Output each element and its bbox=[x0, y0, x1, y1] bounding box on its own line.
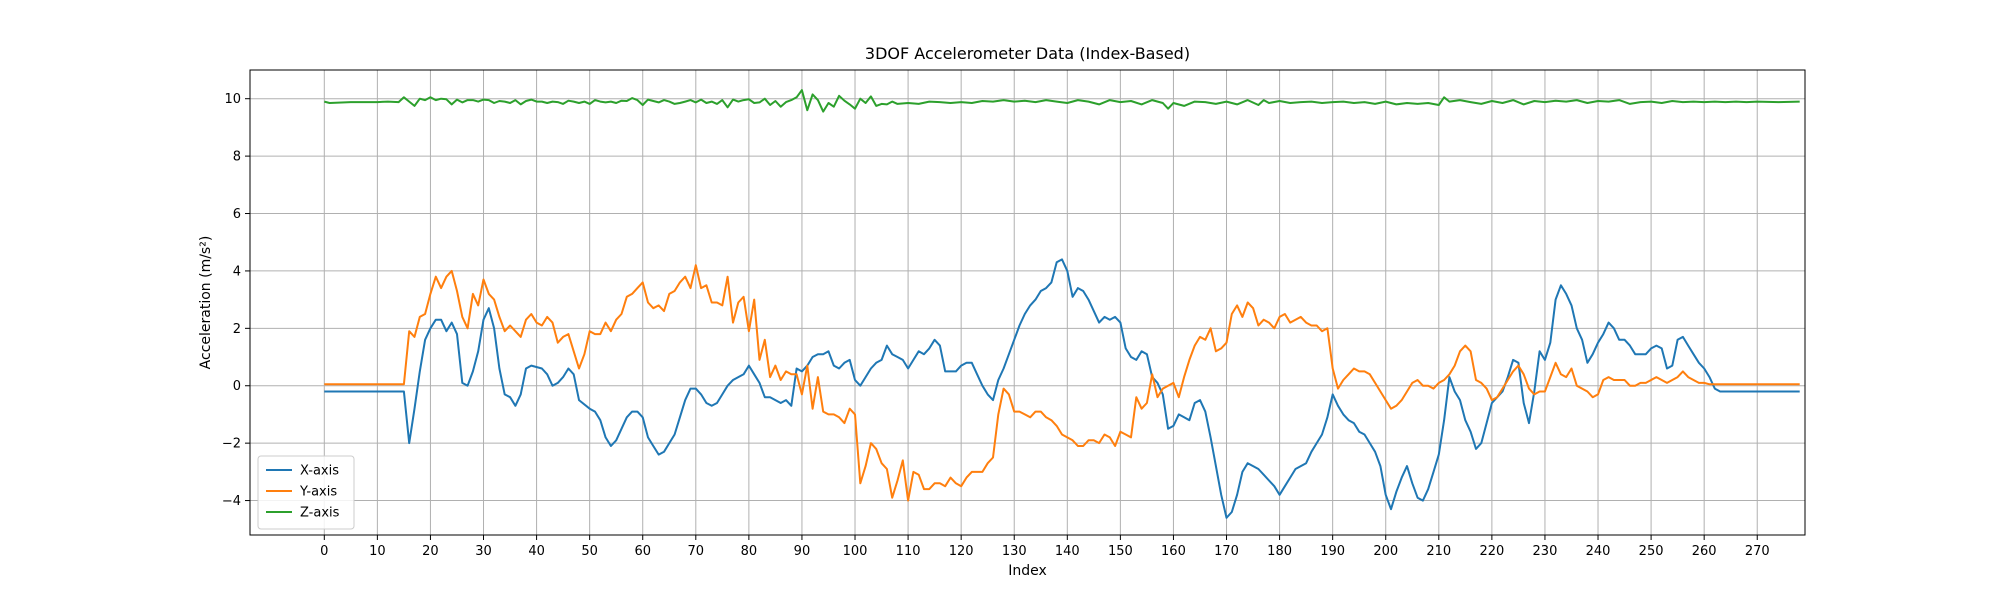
x-tick-label: 0 bbox=[320, 544, 328, 559]
y-tick-label: 4 bbox=[233, 264, 241, 279]
series-line-y-axis bbox=[324, 264, 1800, 502]
y-tick-label: −2 bbox=[222, 437, 241, 452]
x-tick-label: 170 bbox=[1214, 544, 1239, 559]
y-axis-label: Acceleration (m/s²) bbox=[198, 236, 214, 370]
x-tick-label: 260 bbox=[1692, 544, 1717, 559]
legend-label: X-axis bbox=[300, 464, 339, 479]
x-tick-label: 180 bbox=[1267, 544, 1292, 559]
x-tick-label: 60 bbox=[634, 544, 651, 559]
y-tick-label: −4 bbox=[222, 494, 241, 509]
x-tick-label: 240 bbox=[1586, 544, 1611, 559]
y-tick-label: 10 bbox=[224, 92, 241, 107]
x-tick-label: 120 bbox=[949, 544, 974, 559]
x-tick-label: 250 bbox=[1639, 544, 1664, 559]
x-tick-label: 210 bbox=[1426, 544, 1451, 559]
x-axis-ticks: 0 10 20 30 40 50 60 70 80 90 100 110 120 130 140 150 160… bbox=[320, 535, 1770, 559]
x-tick-label: 270 bbox=[1745, 544, 1770, 559]
x-tick-label: 190 bbox=[1320, 544, 1345, 559]
x-tick-label: 110 bbox=[896, 544, 921, 559]
chart-title: 3DOF Accelerometer Data (Index-Based) bbox=[865, 44, 1190, 63]
series-line-x-axis bbox=[324, 258, 1800, 519]
x-tick-label: 230 bbox=[1533, 544, 1558, 559]
x-tick-label: 100 bbox=[843, 544, 868, 559]
legend: X-axis Y-axis Z-axis bbox=[257, 455, 355, 530]
x-tick-label: 130 bbox=[1002, 544, 1027, 559]
x-tick-label: 40 bbox=[528, 544, 545, 559]
x-tick-label: 150 bbox=[1108, 544, 1133, 559]
x-tick-label: 10 bbox=[369, 544, 386, 559]
y-tick-label: 8 bbox=[233, 150, 241, 165]
plot-frame bbox=[249, 69, 1806, 536]
legend-label: Z-axis bbox=[300, 506, 340, 521]
x-tick-label: 160 bbox=[1161, 544, 1186, 559]
x-tick-label: 140 bbox=[1055, 544, 1080, 559]
x-tick-label: 200 bbox=[1373, 544, 1398, 559]
x-tick-label: 20 bbox=[422, 544, 439, 559]
x-axis-label: Index bbox=[1008, 563, 1047, 579]
y-tick-label: 2 bbox=[233, 322, 241, 337]
y-tick-label: 0 bbox=[233, 379, 241, 394]
y-axis-ticks: −4 −2 0 2 4 6 8 10 bbox=[222, 92, 250, 509]
x-tick-label: 50 bbox=[581, 544, 598, 559]
legend-label: Y-axis bbox=[299, 485, 337, 500]
x-tick-label: 90 bbox=[794, 544, 811, 559]
x-tick-label: 220 bbox=[1479, 544, 1504, 559]
grid-lines bbox=[250, 70, 1805, 535]
x-tick-label: 80 bbox=[741, 544, 758, 559]
series-lines bbox=[324, 89, 1800, 519]
y-tick-label: 6 bbox=[233, 207, 241, 222]
legend-box bbox=[257, 455, 355, 530]
x-tick-label: 30 bbox=[475, 544, 492, 559]
x-tick-label: 70 bbox=[688, 544, 705, 559]
series-line-z-axis bbox=[324, 89, 1800, 113]
